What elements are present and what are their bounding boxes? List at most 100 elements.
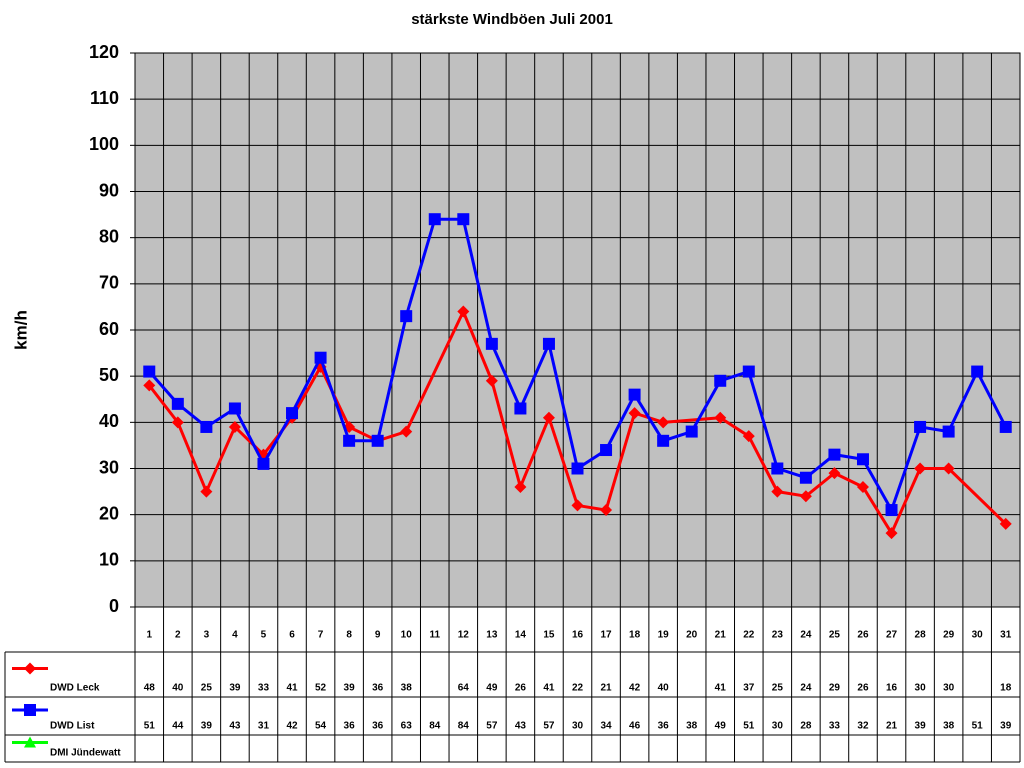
- data-point: [400, 310, 413, 323]
- table-value: 42: [629, 683, 641, 694]
- y-tick-label: 50: [99, 365, 119, 385]
- y-tick-label: 70: [99, 273, 119, 293]
- data-point: [914, 420, 927, 433]
- x-tick-label: 5: [261, 630, 267, 641]
- data-point: [600, 444, 613, 457]
- data-point: [228, 402, 241, 415]
- x-tick-label: 31: [1000, 630, 1012, 641]
- chart-title: stärkste Windböen Juli 2001: [411, 11, 613, 28]
- table-value: 39: [915, 721, 927, 732]
- data-point: [343, 434, 356, 447]
- table-value: 63: [401, 721, 413, 732]
- y-tick-label: 20: [99, 503, 119, 523]
- y-tick-label: 30: [99, 457, 119, 477]
- table-value: 43: [229, 721, 241, 732]
- data-point: [828, 448, 841, 461]
- data-point: [600, 504, 613, 517]
- table-value: 31: [258, 721, 270, 732]
- table-value: 32: [857, 721, 869, 732]
- x-tick-label: 7: [318, 630, 324, 641]
- table-value: 57: [543, 721, 555, 732]
- data-point: [657, 434, 670, 447]
- data-point: [485, 337, 498, 350]
- x-tick-label: 14: [515, 630, 527, 641]
- table-value: 34: [600, 721, 612, 732]
- table-value: 64: [458, 683, 470, 694]
- table-value: 26: [857, 683, 869, 694]
- data-point: [143, 365, 156, 378]
- data-point: [428, 213, 441, 226]
- data-point: [571, 462, 584, 475]
- legend-label: DMI Jündewatt: [50, 748, 121, 759]
- data-point: [971, 365, 984, 378]
- x-tick-label: 8: [346, 630, 352, 641]
- table-value: 49: [486, 683, 498, 694]
- table-value: 39: [229, 683, 241, 694]
- x-tick-label: 4: [232, 630, 238, 641]
- table-value: 46: [629, 721, 641, 732]
- data-point: [400, 425, 413, 438]
- data-point: [999, 420, 1012, 433]
- data-point: [856, 453, 869, 466]
- table-value: 30: [572, 721, 584, 732]
- data-point: [856, 480, 869, 493]
- data-point: [314, 351, 327, 364]
- x-tick-label: 16: [572, 630, 584, 641]
- table-value: 44: [172, 721, 184, 732]
- x-tick-label: 11: [429, 630, 440, 641]
- x-tick-label: 25: [829, 630, 841, 641]
- data-point: [457, 213, 470, 226]
- x-tick-label: 29: [943, 630, 955, 641]
- x-tick-label: 10: [401, 630, 413, 641]
- x-tick-label: 24: [800, 630, 812, 641]
- data-point: [771, 462, 784, 475]
- data-point: [885, 527, 898, 540]
- data-point: [371, 434, 384, 447]
- table-value: 40: [172, 683, 184, 694]
- x-tick-label: 18: [629, 630, 641, 641]
- legend-marker: [24, 736, 36, 748]
- x-tick-label: 27: [886, 630, 898, 641]
- table-value: 49: [715, 721, 727, 732]
- x-tick-label: 22: [743, 630, 755, 641]
- table-value: 43: [515, 721, 527, 732]
- table-value: 38: [686, 721, 698, 732]
- table-value: 51: [743, 721, 755, 732]
- series-line: [461, 310, 664, 512]
- data-point: [286, 407, 299, 420]
- table-value: 42: [286, 721, 298, 732]
- data-point: [171, 416, 184, 429]
- gap-bridge: [663, 416, 721, 424]
- table-value: 84: [429, 721, 441, 732]
- data-point: [628, 407, 641, 420]
- gap-bridge: [947, 467, 1007, 525]
- gap-bridge: [404, 310, 465, 433]
- table-value: 30: [772, 721, 784, 732]
- table-value: 16: [886, 683, 898, 694]
- data-point: [742, 430, 755, 443]
- table-value: 84: [458, 721, 470, 732]
- x-tick-label: 28: [915, 630, 927, 641]
- data-point: [457, 305, 470, 318]
- data-point: [742, 365, 755, 378]
- data-point: [143, 379, 156, 392]
- table-value: 52: [315, 683, 327, 694]
- data-point: [200, 420, 213, 433]
- x-tick-label: 15: [543, 630, 555, 641]
- table-value: 39: [344, 683, 356, 694]
- x-tick-label: 13: [486, 630, 498, 641]
- x-tick-label: 19: [658, 630, 670, 641]
- data-point: [542, 411, 555, 424]
- x-tick-label: 3: [204, 630, 210, 641]
- data-point: [514, 402, 527, 415]
- x-tick-label: 26: [857, 630, 869, 641]
- x-tick-label: 12: [458, 630, 470, 641]
- y-tick-label: 100: [89, 134, 119, 154]
- data-point: [942, 462, 955, 475]
- table-value: 22: [572, 683, 584, 694]
- table-value: 38: [401, 683, 413, 694]
- data-point: [799, 490, 812, 503]
- table-value: 41: [715, 683, 727, 694]
- x-tick-label: 1: [146, 630, 152, 641]
- x-tick-label: 2: [175, 630, 181, 641]
